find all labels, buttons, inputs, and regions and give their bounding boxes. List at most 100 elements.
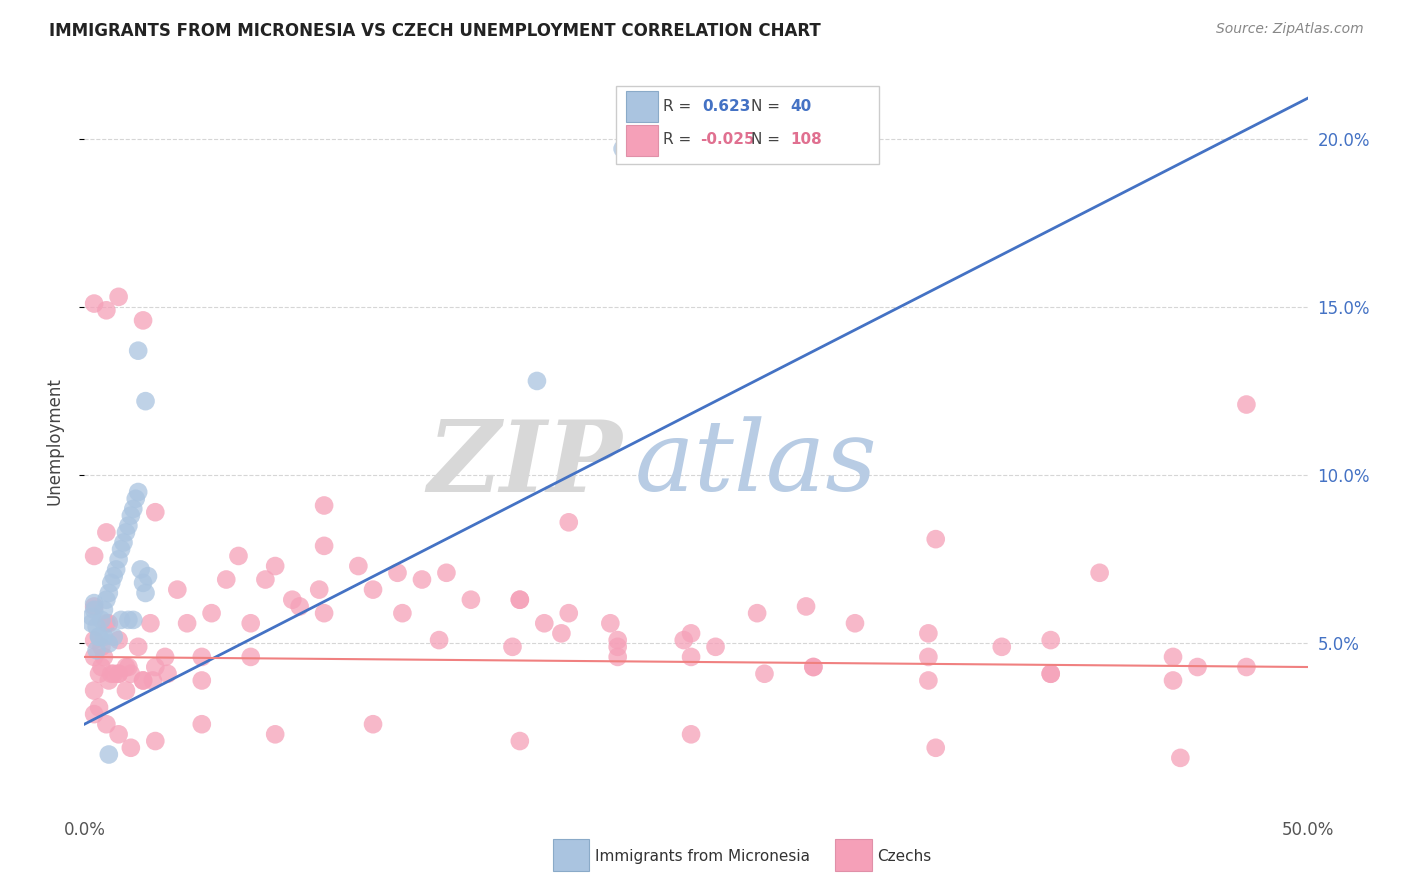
Point xyxy=(97,636,120,650)
Point xyxy=(107,633,129,648)
Point xyxy=(803,660,825,674)
Text: N =: N = xyxy=(751,99,780,114)
Point xyxy=(122,613,145,627)
Point xyxy=(120,508,142,523)
Point xyxy=(509,592,531,607)
Point xyxy=(156,666,179,681)
Point xyxy=(239,649,262,664)
Point xyxy=(844,616,866,631)
Point xyxy=(176,616,198,631)
Point xyxy=(1039,666,1062,681)
Point xyxy=(97,586,120,600)
Point xyxy=(153,649,176,664)
Point xyxy=(83,549,105,563)
Point xyxy=(135,586,157,600)
Point xyxy=(1161,673,1184,688)
Point xyxy=(681,649,703,664)
Point xyxy=(127,485,149,500)
Point xyxy=(125,491,148,506)
Point xyxy=(132,673,155,688)
Point xyxy=(83,633,105,648)
Point xyxy=(107,666,129,681)
Point xyxy=(87,630,110,644)
Point xyxy=(391,606,413,620)
Text: 0.623: 0.623 xyxy=(702,99,751,114)
Point xyxy=(166,582,188,597)
Point xyxy=(96,616,118,631)
Point xyxy=(917,649,939,664)
Point xyxy=(606,640,628,654)
Point xyxy=(550,626,572,640)
Point xyxy=(122,501,145,516)
Point xyxy=(925,740,948,755)
Point xyxy=(704,640,727,654)
Point xyxy=(281,592,304,607)
Point xyxy=(135,394,157,409)
Point xyxy=(105,562,128,576)
Point xyxy=(100,666,122,681)
Point xyxy=(314,499,336,513)
Point xyxy=(509,592,531,607)
Point xyxy=(672,633,695,648)
Point xyxy=(803,660,825,674)
Point xyxy=(681,626,703,640)
Point xyxy=(606,633,628,648)
Point xyxy=(107,666,129,681)
Point xyxy=(132,673,155,688)
Point xyxy=(502,640,524,654)
Point xyxy=(127,343,149,358)
Point xyxy=(1039,666,1062,681)
Point xyxy=(239,616,262,631)
Point xyxy=(86,619,108,633)
Text: IMMIGRANTS FROM MICRONESIA VS CZECH UNEMPLOYMENT CORRELATION CHART: IMMIGRANTS FROM MICRONESIA VS CZECH UNEM… xyxy=(49,22,821,40)
Point xyxy=(264,727,287,741)
Point xyxy=(83,683,105,698)
Point xyxy=(558,606,581,620)
Text: 108: 108 xyxy=(790,132,823,147)
Text: Czechs: Czechs xyxy=(877,849,932,863)
Point xyxy=(83,649,105,664)
Point xyxy=(558,516,581,530)
Point xyxy=(83,596,105,610)
Point xyxy=(117,660,139,674)
Point xyxy=(1088,566,1111,580)
Point xyxy=(93,649,115,664)
Point xyxy=(97,673,120,688)
Y-axis label: Unemployment: Unemployment xyxy=(45,377,63,506)
Point xyxy=(264,559,287,574)
Point xyxy=(509,734,531,748)
Point xyxy=(143,660,166,674)
Point xyxy=(80,616,103,631)
Point xyxy=(925,532,948,546)
Point xyxy=(142,673,165,688)
Text: -0.025: -0.025 xyxy=(700,132,754,147)
Point xyxy=(436,566,458,580)
Point xyxy=(90,640,112,654)
Point xyxy=(215,573,238,587)
Point xyxy=(110,542,132,557)
Point xyxy=(96,717,118,731)
Point xyxy=(314,606,336,620)
Point xyxy=(80,609,103,624)
Point xyxy=(387,566,409,580)
Point xyxy=(1170,751,1192,765)
Point xyxy=(143,505,166,519)
Point xyxy=(90,613,112,627)
Point xyxy=(117,613,139,627)
Point xyxy=(191,717,214,731)
Point xyxy=(794,599,817,614)
Point xyxy=(288,599,311,614)
Point xyxy=(120,666,142,681)
Point xyxy=(86,643,108,657)
Point xyxy=(103,630,125,644)
Point xyxy=(112,535,135,549)
Point xyxy=(115,683,138,698)
Text: ZIP: ZIP xyxy=(427,416,623,512)
Point xyxy=(83,707,105,722)
Point xyxy=(132,313,155,327)
Point xyxy=(1039,633,1062,648)
Point xyxy=(411,573,433,587)
Point xyxy=(191,649,214,664)
Text: N =: N = xyxy=(751,132,780,147)
Point xyxy=(132,575,155,590)
